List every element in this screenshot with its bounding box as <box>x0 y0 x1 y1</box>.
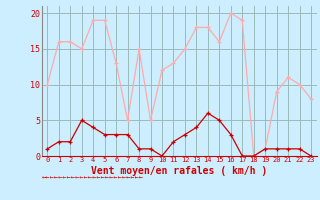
Text: ←←←←←←←←←←←←←←←←←←←←←←←←: ←←←←←←←←←←←←←←←←←←←←←←←← <box>42 174 144 180</box>
X-axis label: Vent moyen/en rafales ( km/h ): Vent moyen/en rafales ( km/h ) <box>91 166 267 176</box>
